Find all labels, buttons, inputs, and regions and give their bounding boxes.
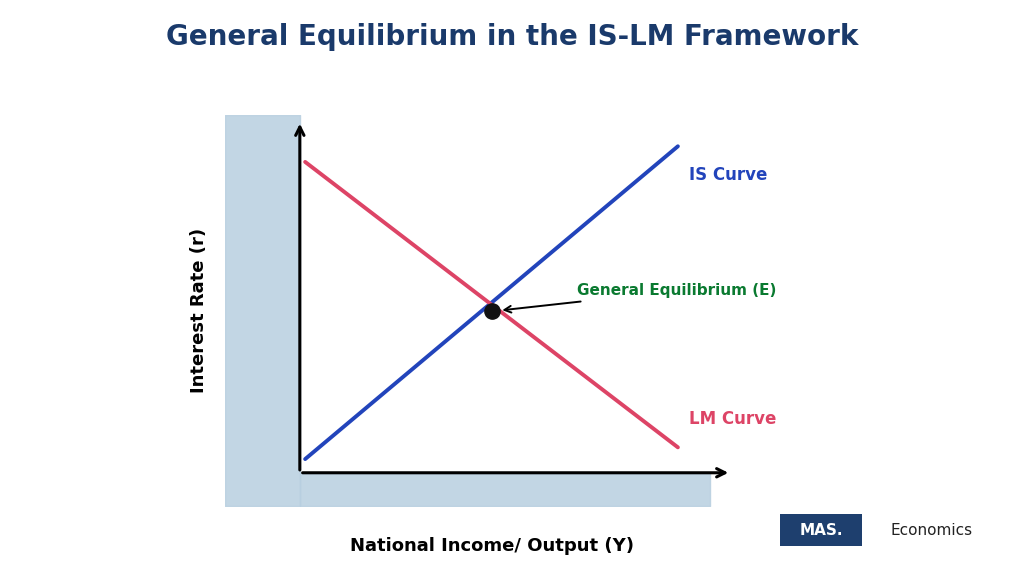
Text: General Equilibrium in the IS-LM Framework: General Equilibrium in the IS-LM Framewo… bbox=[166, 23, 858, 51]
Text: Economics: Economics bbox=[890, 523, 973, 538]
Text: General Equilibrium (E): General Equilibrium (E) bbox=[505, 283, 776, 313]
Text: IS Curve: IS Curve bbox=[688, 166, 767, 184]
Text: Interest Rate (r): Interest Rate (r) bbox=[189, 228, 208, 393]
Text: National Income/ Output (Y): National Income/ Output (Y) bbox=[349, 537, 634, 555]
Text: MAS.: MAS. bbox=[800, 523, 843, 538]
Text: LM Curve: LM Curve bbox=[688, 410, 776, 428]
FancyBboxPatch shape bbox=[780, 514, 861, 546]
